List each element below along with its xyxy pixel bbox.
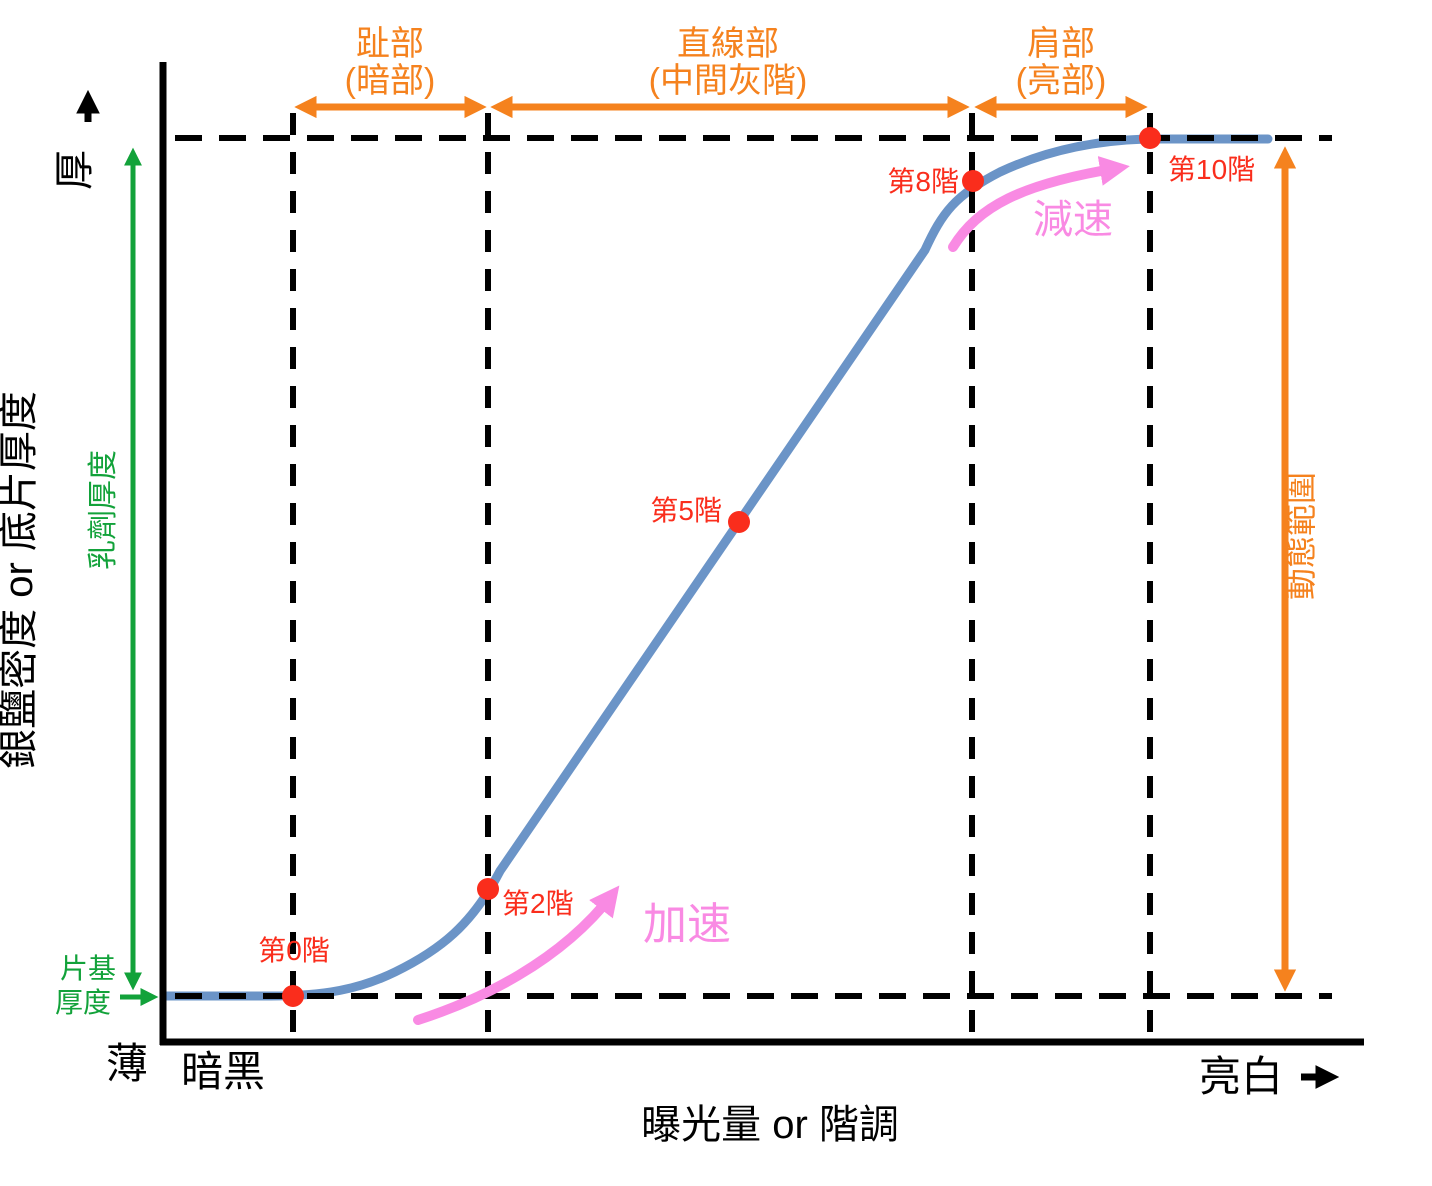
toe-region-label-line1: 趾部: [356, 25, 424, 63]
point-zone5: [728, 511, 750, 533]
shoulder-region-label-line2: (亮部): [1016, 62, 1107, 100]
straight-region-label-line1: 直線部: [677, 25, 779, 63]
toe-region-label-line2: (暗部): [345, 62, 436, 100]
point-zone0-label: 第0階: [258, 935, 330, 966]
decelerate-arrow: [948, 156, 1130, 252]
straight-region-label-line2: (中間灰階): [649, 62, 808, 100]
point-zone5-label: 第5階: [650, 495, 722, 526]
point-zone8-label: 第8階: [887, 166, 959, 197]
decelerate-label: 減速: [1033, 198, 1113, 242]
emulsion-thickness-label: 乳劑厚度: [87, 450, 120, 570]
shoulder-region-label-line1: 肩部: [1027, 25, 1095, 63]
dynamic-range-label: 動態範圍: [1283, 472, 1319, 600]
point-zone2: [477, 878, 499, 900]
point-zone2-label: 第2階: [502, 888, 574, 919]
accelerate-label: 加速: [643, 900, 731, 949]
x-axis-title: 曝光量 or 階調: [641, 1103, 899, 1147]
point-zone8: [962, 170, 984, 192]
characteristic-curve: [161, 134, 1273, 1001]
x-axis-right-label: 亮白: [1199, 1053, 1283, 1100]
film-base-label-line1: 片基: [60, 953, 116, 984]
accelerate-arrow: [413, 885, 620, 1025]
y-axis-bottom-label: 薄: [106, 1040, 148, 1087]
point-zone0: [282, 985, 304, 1007]
point-zone10: [1139, 127, 1161, 149]
x-axis-left-label: 暗黑: [181, 1048, 265, 1095]
point-zone10-label: 第10階: [1168, 154, 1255, 185]
y-axis-title: 銀鹽密度 or 底片厚度: [0, 391, 41, 769]
film-base-label-line2: 厚度: [55, 987, 111, 1018]
y-axis-top-label: 厚: [53, 150, 97, 190]
